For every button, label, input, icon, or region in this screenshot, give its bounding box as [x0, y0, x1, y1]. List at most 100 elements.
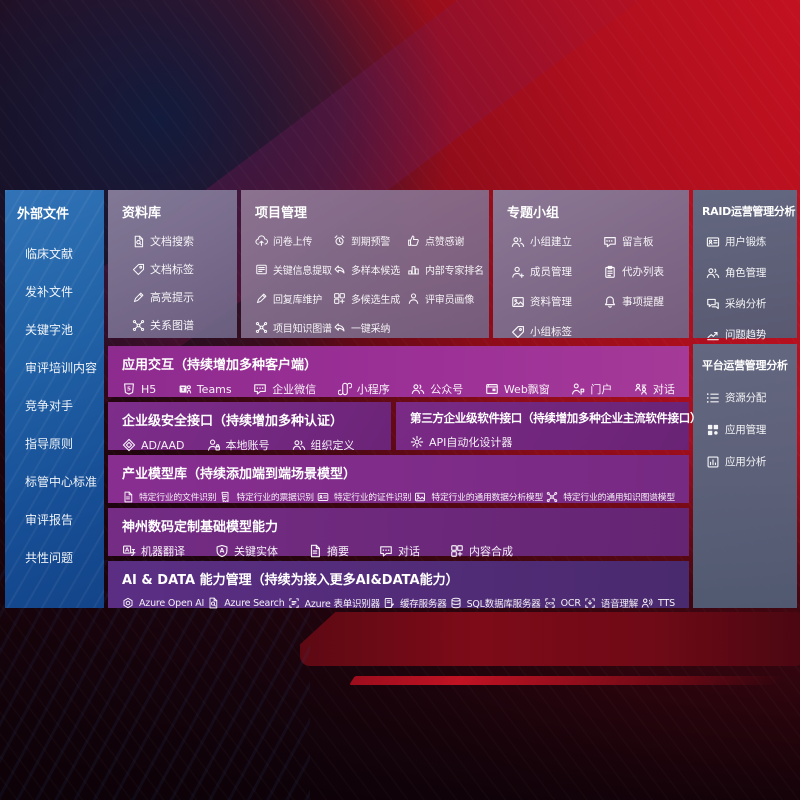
ai-capability-item-label: SQL数据库服务器: [466, 599, 541, 610]
client-item-label: Teams: [196, 382, 232, 396]
sidebar-item-2: 发补文件: [25, 283, 104, 300]
tag-icon: [512, 325, 524, 338]
project-item-5: 多样本候选: [333, 262, 407, 277]
industry-models-title: 产业模型库（持续添加端到端场景模型）: [122, 467, 357, 482]
ai-capability-item-label: Azure Open AI: [139, 597, 205, 609]
platform-item-2: 应用管理: [706, 422, 793, 437]
ai-capability-item-label: 缓存服务器: [400, 599, 447, 610]
project-item-label: 评审员画像: [425, 295, 474, 306]
base-model-item-label: 机器翻译: [141, 545, 185, 558]
client-item-6: Web飘窗: [485, 381, 550, 397]
chat-bbs-icon: [604, 236, 616, 247]
tts-icon: [641, 598, 653, 608]
ai-capability-item-1: Azure Open AI: [122, 597, 204, 609]
project-item-label: 一键采纳: [351, 324, 391, 335]
base-model-item-1: A 机器翻译: [122, 543, 185, 559]
ai-capability-item-label: 语音理解: [600, 599, 638, 610]
library-item-3: 高亮提示: [132, 289, 229, 305]
image-icon: [415, 492, 426, 501]
library-title: 资料库: [122, 206, 162, 221]
people-circle-icon: [412, 384, 425, 394]
scan-form-icon: [288, 598, 299, 608]
project-item-3: 点赞感谢: [407, 233, 481, 248]
group-item-label: 资料管理: [530, 296, 572, 308]
industry-model-item-label: 特定行业的证件识别: [333, 493, 412, 503]
thirdparty-item-1: API自动化设计器: [410, 434, 512, 450]
person-lock-icon: [207, 439, 220, 451]
sidebar-item-label: 审评报告: [25, 513, 74, 527]
project-item-1: 问卷上传: [255, 233, 333, 248]
industry-model-item-label: 特定行业的通用数据分析模型: [431, 493, 544, 503]
library-item-2: 文档标签: [132, 261, 229, 277]
project-item-label: 到期预警: [351, 237, 391, 248]
client-item-1: 5 H5: [122, 382, 156, 396]
db-icon: [451, 597, 461, 609]
topic-groups-list: 小组建立 留言板 成员管理 代办列表 资料管理 事项提醒 小组标签: [493, 221, 689, 339]
pen-icon: [256, 293, 267, 304]
external-files-panel: 外部文件 临床文献 发补文件 关键字池 审评培训内容 竞争对手 指导原则 标管中心标准 审评报…: [5, 190, 104, 608]
ai-capability-item-7: 语音理解: [584, 596, 638, 610]
mini-s-icon: [337, 382, 352, 396]
base-models-list: A 机器翻译 A 关键实体 摘要 对话 内容合成: [122, 543, 675, 559]
chat-dots-icon: [254, 384, 267, 395]
sidebar-item-label: 发补文件: [25, 285, 74, 299]
ai-capability-item-2: Azure Search: [207, 597, 285, 609]
base-model-item-label: 对话: [398, 545, 420, 558]
group-item-label: 小组标签: [530, 326, 572, 338]
conversation-icon: [635, 383, 647, 395]
client-item-2: T Teams: [178, 382, 232, 396]
project-item-label: 多样本候选: [351, 266, 400, 277]
svg-text:T: T: [181, 387, 185, 393]
group-item-4: 代办列表: [603, 264, 681, 279]
scan-down-icon: [585, 598, 595, 608]
auth-item-3: 组织定义: [292, 437, 355, 453]
raid-analysis-title: RAID运营管理分析: [702, 205, 796, 218]
ai-capability-item-label: Azure Search: [224, 597, 285, 609]
client-item-label: 公众号: [430, 383, 464, 396]
client-item-8: 对话: [634, 381, 675, 397]
project-item-label: 点赞感谢: [425, 237, 465, 248]
platform-analysis-title: 平台运营管理分析: [702, 359, 788, 372]
auth-item-label: 本地账号: [225, 439, 270, 452]
people-icon: [511, 236, 525, 247]
client-item-label: 对话: [652, 383, 675, 396]
search-doc-icon: [209, 597, 218, 609]
project-item-9: 评审员画像: [407, 291, 481, 306]
trend-icon: [707, 331, 719, 340]
doc-icon: [124, 491, 133, 502]
industry-models-row: 产业模型库（持续添加端到端场景模型） 特定行业的文件识别 特定行业的票据识别 特定行…: [108, 455, 689, 503]
svg-text:A: A: [125, 548, 130, 554]
thirdparty-interface-row: 第三方企业级软件接口（持续增加多种企业主流软件接口） API自动化设计器: [396, 402, 702, 450]
base-model-item-label: 关键实体: [234, 545, 278, 558]
project-item-label: 问卷上传: [273, 237, 313, 248]
industry-model-item-label: 特定行业的通用知识图谱模型: [563, 493, 675, 503]
platform-item-label: 应用分析: [725, 456, 767, 468]
project-item-4: 关键信息提取: [255, 262, 333, 277]
library-item-label: 文档标签: [150, 263, 194, 276]
bg-bottom-slab: [300, 612, 800, 666]
group-item-1: 小组建立: [511, 234, 603, 249]
project-item-label: 回复库维护: [273, 295, 322, 306]
industry-model-item-2: 特定行业的票据识别: [219, 490, 314, 503]
sidebar-item-label: 临床文献: [25, 247, 74, 261]
project-management-list: 问卷上传 到期预警 点赞感谢 关键信息提取 多样本候选 内部专家排名 回复库维护 多候选生成 评…: [241, 221, 489, 335]
group-item-5: 资料管理: [511, 294, 603, 309]
security-interface-list: AD/AAD 本地账号 组织定义: [122, 437, 377, 453]
external-files-title: 外部文件: [17, 207, 70, 222]
industry-model-item-3: 特定行业的证件识别: [317, 490, 411, 503]
project-item-10: 项目知识图谱: [255, 320, 333, 335]
library-list: 文档搜索文档标签高亮提示关系图谱文档分类: [108, 221, 237, 361]
grid-plus-icon: [334, 293, 345, 304]
person-plus-icon: [512, 266, 525, 278]
pen-icon: [133, 292, 144, 302]
group-item-label: 事项提醒: [622, 296, 664, 308]
raid-item-label: 角色管理: [725, 267, 767, 279]
qa-chat-icon: [707, 298, 719, 309]
raid-analysis-list: 用户锻炼 角色管理 采纳分析 问题趋势: [693, 219, 797, 342]
topic-groups-title: 专题小组: [507, 206, 560, 221]
library-item-label: 高亮提示: [150, 291, 194, 304]
project-item-label: 多候选生成: [351, 295, 400, 306]
client-item-label: 企业微信: [272, 383, 317, 396]
bell-icon: [604, 295, 616, 308]
